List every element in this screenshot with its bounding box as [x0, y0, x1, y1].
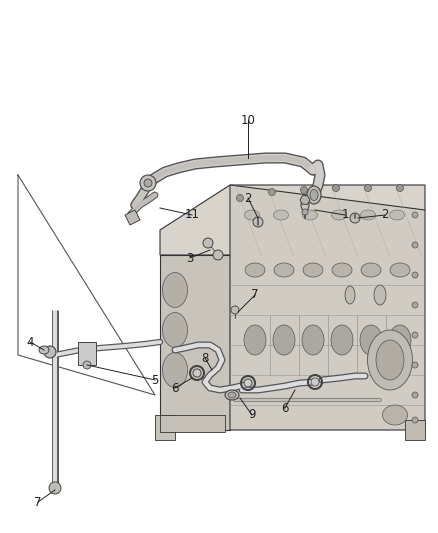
Circle shape: [203, 238, 213, 248]
Ellipse shape: [162, 272, 187, 308]
Circle shape: [364, 184, 371, 191]
Polygon shape: [160, 415, 225, 432]
Polygon shape: [155, 415, 175, 440]
Circle shape: [412, 417, 418, 423]
Ellipse shape: [302, 209, 308, 215]
Ellipse shape: [162, 352, 187, 387]
Ellipse shape: [303, 263, 323, 277]
Ellipse shape: [245, 263, 265, 277]
Text: 4: 4: [26, 335, 34, 349]
Polygon shape: [125, 210, 140, 225]
Circle shape: [396, 184, 403, 191]
Text: 8: 8: [201, 351, 208, 365]
Ellipse shape: [332, 263, 352, 277]
Ellipse shape: [301, 199, 309, 211]
Ellipse shape: [162, 312, 187, 348]
Circle shape: [412, 332, 418, 338]
Text: 5: 5: [151, 374, 159, 386]
Text: 6: 6: [171, 382, 179, 394]
Circle shape: [300, 187, 307, 193]
Text: 1: 1: [341, 208, 349, 222]
Text: 6: 6: [281, 401, 289, 415]
Text: 3: 3: [186, 252, 194, 264]
Ellipse shape: [244, 325, 266, 355]
Circle shape: [412, 212, 418, 218]
Ellipse shape: [360, 210, 375, 220]
Ellipse shape: [345, 286, 355, 304]
Ellipse shape: [39, 346, 49, 354]
Circle shape: [213, 250, 223, 260]
Circle shape: [44, 346, 56, 358]
Text: 2: 2: [381, 208, 389, 222]
Circle shape: [244, 379, 252, 387]
Circle shape: [412, 272, 418, 278]
Ellipse shape: [331, 325, 353, 355]
Circle shape: [140, 175, 156, 191]
Circle shape: [332, 184, 339, 191]
Ellipse shape: [361, 263, 381, 277]
Circle shape: [412, 302, 418, 308]
Ellipse shape: [332, 210, 346, 220]
Circle shape: [83, 361, 91, 369]
Circle shape: [268, 189, 276, 196]
Ellipse shape: [310, 190, 318, 200]
Ellipse shape: [274, 263, 294, 277]
Circle shape: [237, 195, 244, 201]
Circle shape: [193, 369, 201, 377]
Circle shape: [49, 482, 61, 494]
Circle shape: [412, 362, 418, 368]
Text: 10: 10: [240, 114, 255, 126]
Ellipse shape: [382, 405, 407, 425]
Circle shape: [311, 378, 319, 386]
Text: 11: 11: [184, 208, 199, 222]
Ellipse shape: [390, 263, 410, 277]
Polygon shape: [160, 185, 425, 255]
Polygon shape: [230, 185, 425, 430]
Ellipse shape: [244, 210, 259, 220]
Circle shape: [253, 217, 263, 227]
Ellipse shape: [302, 325, 324, 355]
Polygon shape: [300, 196, 310, 204]
Ellipse shape: [374, 285, 386, 305]
Ellipse shape: [360, 325, 382, 355]
Ellipse shape: [228, 392, 236, 398]
Text: 7: 7: [34, 496, 42, 508]
Ellipse shape: [367, 330, 413, 390]
Ellipse shape: [303, 210, 318, 220]
Circle shape: [412, 242, 418, 248]
Text: 2: 2: [244, 191, 252, 205]
Ellipse shape: [273, 210, 289, 220]
Text: 7: 7: [251, 288, 259, 302]
Ellipse shape: [273, 325, 295, 355]
Circle shape: [144, 179, 152, 187]
Text: 9: 9: [248, 408, 256, 422]
Ellipse shape: [225, 390, 239, 400]
Polygon shape: [160, 255, 230, 430]
Ellipse shape: [389, 325, 411, 355]
Circle shape: [350, 213, 360, 223]
Ellipse shape: [389, 210, 405, 220]
Circle shape: [231, 306, 239, 314]
Ellipse shape: [376, 340, 404, 380]
Ellipse shape: [307, 186, 321, 204]
Circle shape: [412, 392, 418, 398]
Polygon shape: [78, 342, 96, 365]
Polygon shape: [405, 420, 425, 440]
